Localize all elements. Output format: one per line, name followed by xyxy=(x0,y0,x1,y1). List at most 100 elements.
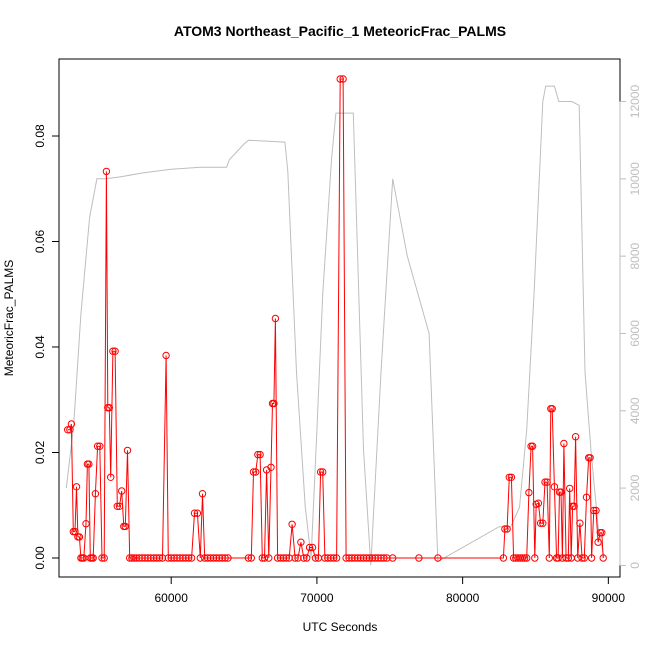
data-point xyxy=(150,554,158,562)
data-point xyxy=(543,478,551,486)
data-point xyxy=(345,554,353,562)
x-tick-label: 60000 xyxy=(155,591,189,605)
data-point xyxy=(109,347,117,355)
data-point xyxy=(594,538,602,546)
data-point xyxy=(155,554,164,562)
data-point xyxy=(100,554,108,562)
data-point xyxy=(91,490,100,498)
data-point xyxy=(339,75,347,83)
data-point xyxy=(534,499,543,507)
data-point xyxy=(270,399,278,408)
data-point xyxy=(560,439,568,448)
data-point xyxy=(541,478,549,486)
data-point xyxy=(206,554,215,562)
chart-title: ATOM3 Northeast_Pacific_1 MeteoricFrac_P… xyxy=(174,23,506,39)
data-point xyxy=(273,554,282,562)
data-point xyxy=(342,554,350,562)
data-point xyxy=(256,450,264,459)
data-point xyxy=(550,483,559,491)
data-point xyxy=(564,554,572,562)
data-point xyxy=(554,554,562,562)
data-point xyxy=(193,509,202,517)
data-point xyxy=(201,554,209,562)
data-point xyxy=(164,554,173,562)
data-point xyxy=(254,450,262,459)
data-point xyxy=(138,554,146,562)
data-point xyxy=(558,554,567,562)
data-point xyxy=(252,468,260,476)
data-point xyxy=(279,554,288,562)
data-point xyxy=(571,433,580,441)
altitude-line xyxy=(65,85,605,566)
data-point xyxy=(247,554,256,562)
y-axis-label: MeteoricFrac_PALMS xyxy=(2,260,16,376)
data-point xyxy=(82,520,90,528)
data-point xyxy=(308,543,317,552)
data-point xyxy=(311,554,320,562)
data-point xyxy=(294,554,302,562)
data-point xyxy=(265,554,273,562)
y2-tick-label: 12000 xyxy=(628,85,642,119)
data-point xyxy=(107,473,115,481)
data-point xyxy=(130,554,138,562)
data-point xyxy=(528,442,537,450)
data-point xyxy=(212,554,221,562)
data-point xyxy=(249,468,258,476)
data-point xyxy=(203,554,212,562)
data-point xyxy=(297,538,305,546)
data-point xyxy=(162,351,170,360)
data-point xyxy=(291,554,299,562)
series-line-layer xyxy=(67,78,604,559)
data-point xyxy=(545,554,553,562)
data-point xyxy=(147,554,155,562)
data-point xyxy=(141,554,149,562)
x-tick-label: 80000 xyxy=(446,591,480,605)
series-points-layer xyxy=(64,75,607,562)
y-tick-label: 0.06 xyxy=(33,230,47,254)
data-point xyxy=(531,554,539,562)
data-point xyxy=(105,404,114,412)
data-point xyxy=(187,554,196,562)
data-point xyxy=(244,554,253,562)
data-point xyxy=(182,554,190,562)
data-point xyxy=(557,488,565,496)
y-tick-label: 0.08 xyxy=(33,124,47,148)
altitude-line-layer xyxy=(65,85,605,566)
x-axis: 60000 70000 80000 90000 xyxy=(155,576,625,605)
data-point xyxy=(190,509,199,517)
data-point xyxy=(525,488,533,497)
data-point xyxy=(587,554,596,562)
data-point xyxy=(173,554,181,562)
data-point xyxy=(93,442,102,450)
data-point xyxy=(536,519,545,527)
data-point xyxy=(128,554,136,562)
data-point xyxy=(434,554,442,562)
data-point xyxy=(123,446,132,455)
data-point xyxy=(224,554,232,562)
data-point xyxy=(67,420,76,428)
data-point xyxy=(75,533,84,541)
data-point xyxy=(590,506,598,515)
data-point xyxy=(85,460,93,468)
data-point xyxy=(380,554,388,562)
data-point xyxy=(330,554,338,562)
data-point xyxy=(179,554,187,562)
data-point xyxy=(221,554,229,562)
data-point xyxy=(198,490,207,498)
data-point xyxy=(548,405,556,413)
data-point xyxy=(152,554,161,562)
data-point xyxy=(215,554,224,562)
data-point xyxy=(170,554,178,562)
data-point xyxy=(383,554,391,562)
data-point xyxy=(64,426,72,434)
data-point xyxy=(158,554,167,562)
y2-tick-label: 0 xyxy=(628,562,642,569)
data-point xyxy=(539,519,547,527)
data-point xyxy=(276,554,285,562)
data-point xyxy=(562,554,570,562)
data-point xyxy=(520,554,529,562)
x-axis-label: UTC Seconds xyxy=(303,620,378,634)
data-point xyxy=(336,75,344,83)
data-point xyxy=(523,554,531,562)
